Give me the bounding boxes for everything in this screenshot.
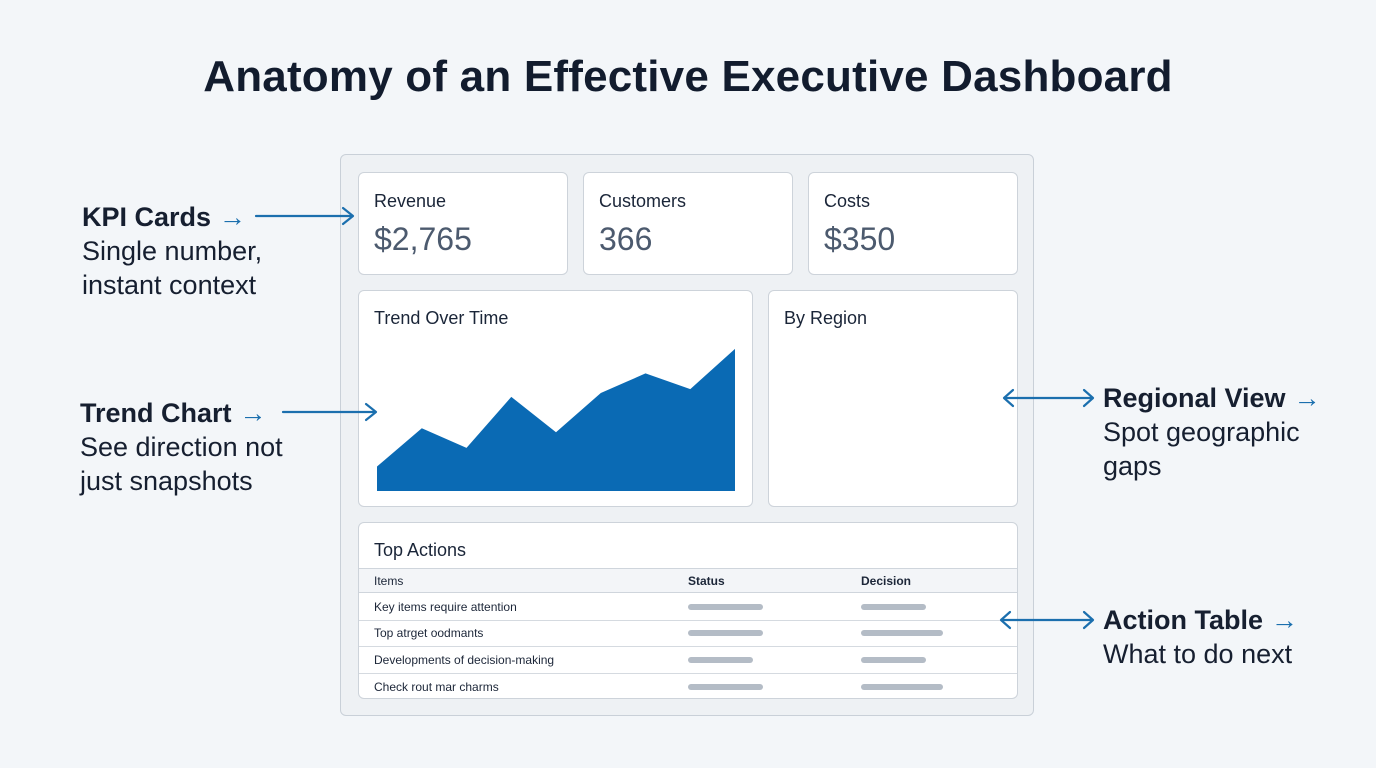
kpi-value: 366 (599, 221, 653, 257)
callout-title: Action Table (1103, 605, 1264, 635)
callout-desc-line: Spot geographic (1103, 417, 1300, 447)
callout-title: Regional View (1103, 383, 1286, 413)
table-cell-item: Top atrget oodmants (374, 626, 484, 641)
status-placeholder-bar (688, 683, 763, 690)
table-cell-item: Check rout mar charms (374, 679, 499, 694)
callout-desc-line: just snapshots (80, 466, 253, 496)
dashboard-mockup: Revenue $2,765 Customers 366 Costs $350 … (340, 154, 1034, 716)
action-table-panel: Top Actions Items Status Decision Key it… (358, 522, 1018, 699)
table-row[interactable]: Top atrget oodmants (359, 621, 1017, 647)
kpi-label: Customers (599, 191, 687, 211)
callout-action-table: Action Table → What to do next (1103, 603, 1298, 671)
trend-chart-title: Trend Over Time (374, 308, 509, 328)
decision-placeholder-bar (861, 630, 943, 637)
decision-placeholder-bar (861, 656, 926, 663)
trend-area-series (377, 348, 735, 491)
kpi-card-customers[interactable]: Customers 366 (583, 172, 793, 275)
arrow-right-icon: → (1271, 605, 1299, 635)
kpi-card-costs[interactable]: Costs $350 (808, 172, 1018, 275)
column-header-status: Status (688, 573, 725, 588)
kpi-label: Revenue (374, 191, 447, 211)
callout-trend-chart: Trend Chart → See direction not just snap… (80, 396, 283, 498)
status-placeholder-bar (688, 603, 763, 610)
table-cell-item: Key items require attention (374, 599, 517, 614)
arrow-right-icon: → (239, 398, 267, 428)
column-header-items: Items (374, 573, 404, 588)
kpi-card-revenue[interactable]: Revenue $2,765 (358, 172, 568, 275)
region-bar-chart (769, 291, 1019, 508)
page-title: Anatomy of an Effective Executive Dashbo… (203, 52, 1173, 101)
callout-desc-line: Single number, (82, 236, 263, 266)
kpi-value: $350 (824, 221, 896, 257)
callout-desc-line: See direction not (80, 432, 283, 462)
trend-area-chart (377, 348, 735, 491)
region-chart-title: By Region (784, 308, 868, 328)
table-row[interactable]: Check rout mar charms (359, 674, 1017, 701)
arrow-right-icon: → (1293, 383, 1321, 413)
decision-placeholder-bar (861, 603, 926, 610)
table-cell-item: Developments of decision-making (374, 652, 555, 667)
table-row[interactable]: Developments of decision-making (359, 647, 1017, 674)
callout-title: Trend Chart (80, 398, 232, 428)
arrow-right-icon: → (219, 202, 247, 232)
kpi-value: $2,765 (374, 221, 472, 257)
callout-desc-line: gaps (1103, 451, 1162, 481)
region-chart-panel: By Region (768, 290, 1018, 507)
table-header-row: Items Status Decision (359, 568, 1017, 593)
column-header-decision: Decision (861, 573, 912, 588)
trend-chart-panel: Trend Over Time (358, 290, 753, 507)
kpi-label: Costs (824, 191, 871, 211)
status-placeholder-bar (688, 656, 753, 663)
kpi-connector-arrow (254, 206, 355, 226)
callout-kpi-cards: KPI Cards → Single number, instant contex… (82, 200, 262, 302)
action-table-title: Top Actions (374, 540, 467, 560)
callout-regional-view: Regional View → Spot geographic gaps (1103, 381, 1321, 483)
status-placeholder-bar (688, 630, 763, 637)
callout-desc-line: instant context (82, 270, 257, 300)
callout-desc-line: What to do next (1103, 639, 1293, 669)
table-row[interactable]: Key items require attention (359, 594, 1017, 621)
decision-placeholder-bar (861, 683, 943, 690)
callout-title: KPI Cards (82, 202, 212, 232)
